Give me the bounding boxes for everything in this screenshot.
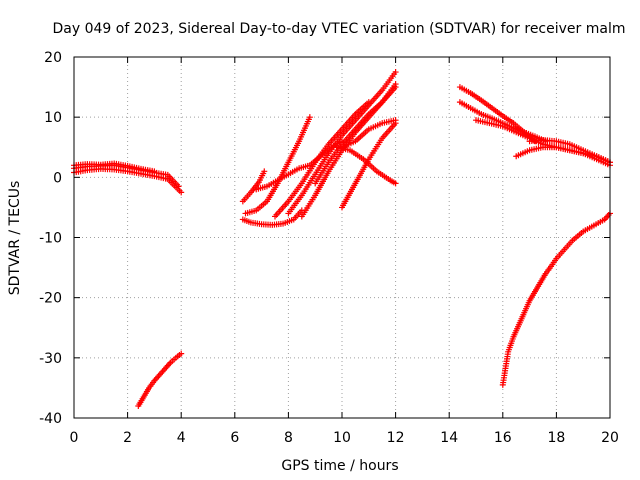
- x-tick-label: 20: [601, 430, 619, 446]
- grid-lines: [74, 57, 610, 418]
- data-points: [71, 69, 613, 409]
- x-tick-label: 8: [284, 430, 293, 446]
- y-tick-label: 10: [44, 110, 62, 126]
- y-axis-label: SDTVAR / TECUs: [7, 181, 23, 296]
- series-arc-mid-10: [333, 144, 399, 187]
- data-point: [392, 84, 399, 91]
- data-point: [151, 168, 158, 175]
- series-arc-deep-early: [135, 350, 185, 409]
- x-axis-ticks: 0 2 4 6 8 10 12 14 16 18 20: [70, 57, 619, 446]
- y-tick-label: -20: [39, 291, 62, 307]
- x-tick-label: 2: [123, 430, 132, 446]
- x-tick-label: 16: [494, 430, 512, 446]
- data-point: [306, 114, 313, 121]
- y-tick-label: 20: [44, 50, 62, 66]
- series-arc-deep-late: [499, 210, 613, 388]
- x-tick-label: 10: [333, 430, 351, 446]
- series-arc-early-2: [71, 165, 185, 196]
- x-tick-label: 0: [70, 430, 79, 446]
- series-arc-late-5: [526, 137, 613, 166]
- series-arc-mid-3: [242, 114, 313, 217]
- y-axis-ticks: -40 -30 -20 -10 0 10 20: [39, 50, 610, 427]
- y-tick-label: -30: [39, 351, 62, 367]
- series-arc-mid-5: [272, 99, 372, 220]
- data-point: [261, 168, 268, 175]
- series-arc-mid-11: [339, 117, 399, 151]
- x-tick-label: 18: [547, 430, 565, 446]
- series-arc-mid-1: [239, 207, 305, 228]
- data-point: [392, 69, 399, 76]
- series-arc-mid-9: [339, 120, 399, 211]
- y-tick-label: -10: [39, 231, 62, 247]
- data-point: [178, 350, 185, 357]
- data-point: [392, 117, 399, 124]
- chart-title: Day 049 of 2023, Sidereal Day-to-day VTE…: [53, 21, 626, 37]
- x-axis-label: GPS time / hours: [281, 458, 398, 474]
- series-arc-mid-6: [285, 69, 399, 217]
- x-tick-label: 12: [387, 430, 405, 446]
- data-point: [178, 189, 185, 196]
- series-arc-mid-8: [312, 84, 399, 187]
- x-tick-label: 4: [177, 430, 186, 446]
- x-tick-label: 6: [230, 430, 239, 446]
- y-tick-label: 0: [53, 170, 62, 186]
- y-tick-label: -40: [39, 411, 62, 427]
- data-point: [392, 180, 399, 187]
- x-tick-label: 14: [440, 430, 458, 446]
